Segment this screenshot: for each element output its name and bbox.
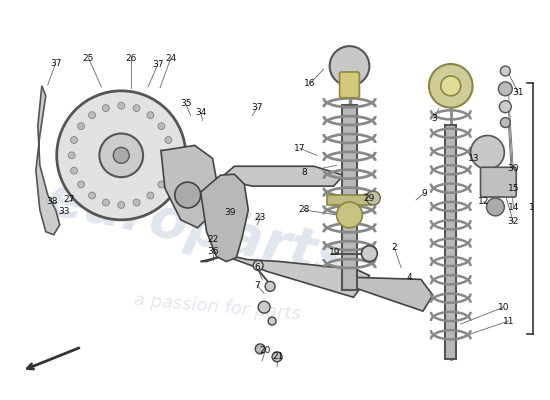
Circle shape	[265, 281, 275, 291]
Circle shape	[255, 344, 265, 354]
Circle shape	[165, 136, 172, 144]
Circle shape	[500, 118, 510, 128]
Polygon shape	[221, 166, 344, 186]
Circle shape	[268, 317, 276, 325]
Text: 35: 35	[180, 99, 191, 108]
Text: 6: 6	[254, 263, 260, 272]
Circle shape	[167, 152, 174, 159]
Text: 29: 29	[364, 194, 375, 202]
Text: 24: 24	[165, 54, 177, 62]
Polygon shape	[354, 278, 433, 311]
Text: europärts: europärts	[42, 172, 353, 288]
FancyBboxPatch shape	[481, 167, 516, 197]
Circle shape	[253, 260, 263, 270]
Text: 14: 14	[508, 204, 519, 212]
Text: 15: 15	[508, 184, 519, 192]
FancyBboxPatch shape	[339, 72, 360, 98]
Text: 2: 2	[392, 243, 397, 252]
Text: 37: 37	[251, 103, 263, 112]
Circle shape	[441, 76, 461, 96]
Circle shape	[102, 199, 109, 206]
Text: 11: 11	[503, 316, 514, 326]
Circle shape	[70, 167, 78, 174]
Circle shape	[258, 301, 270, 313]
Polygon shape	[161, 146, 217, 228]
Text: 12: 12	[478, 198, 489, 206]
Text: 3: 3	[431, 114, 437, 123]
Text: 7: 7	[254, 281, 260, 290]
Circle shape	[89, 112, 96, 119]
Polygon shape	[201, 254, 370, 297]
Circle shape	[272, 352, 282, 362]
Text: 26: 26	[125, 54, 137, 62]
FancyBboxPatch shape	[446, 125, 456, 359]
Polygon shape	[36, 86, 60, 235]
Circle shape	[89, 192, 96, 199]
Circle shape	[366, 191, 380, 205]
Circle shape	[113, 147, 129, 163]
Circle shape	[70, 136, 78, 144]
Circle shape	[498, 82, 512, 96]
Text: 36: 36	[207, 247, 218, 256]
Text: 4: 4	[406, 273, 412, 282]
Circle shape	[57, 91, 186, 220]
Text: 8: 8	[301, 168, 307, 177]
Text: 22: 22	[207, 235, 218, 244]
Circle shape	[78, 123, 85, 130]
Text: a passion for parts: a passion for parts	[133, 291, 302, 324]
Text: 31: 31	[513, 88, 524, 97]
Circle shape	[361, 246, 377, 262]
Circle shape	[100, 134, 143, 177]
Text: 39: 39	[224, 208, 236, 218]
Circle shape	[487, 198, 504, 216]
Text: 21: 21	[272, 352, 284, 361]
Circle shape	[118, 202, 125, 208]
Circle shape	[78, 181, 85, 188]
Text: 16: 16	[304, 79, 316, 88]
FancyBboxPatch shape	[327, 195, 372, 205]
FancyBboxPatch shape	[342, 106, 357, 290]
Text: 34: 34	[195, 108, 206, 117]
Text: 20: 20	[260, 346, 271, 355]
Circle shape	[118, 102, 125, 109]
Circle shape	[471, 136, 504, 169]
Circle shape	[500, 66, 510, 76]
Circle shape	[158, 123, 165, 130]
Text: 37: 37	[50, 58, 62, 68]
Circle shape	[147, 112, 154, 119]
Text: 1: 1	[529, 204, 535, 212]
Circle shape	[147, 192, 154, 199]
Circle shape	[158, 181, 165, 188]
Circle shape	[429, 64, 472, 108]
Text: 33: 33	[58, 208, 69, 216]
Text: 32: 32	[508, 217, 519, 226]
Circle shape	[133, 105, 140, 112]
Text: 28: 28	[298, 206, 310, 214]
Circle shape	[329, 46, 370, 86]
Text: 9: 9	[421, 188, 427, 198]
Text: 23: 23	[255, 213, 266, 222]
Text: 13: 13	[468, 154, 480, 163]
Text: 37: 37	[152, 60, 164, 68]
Circle shape	[133, 199, 140, 206]
Circle shape	[337, 202, 362, 228]
Circle shape	[102, 105, 109, 112]
Circle shape	[165, 167, 172, 174]
Text: 19: 19	[329, 248, 340, 257]
Text: 10: 10	[498, 303, 509, 312]
Circle shape	[175, 182, 201, 208]
Circle shape	[499, 101, 512, 113]
Text: 17: 17	[294, 144, 306, 153]
Text: 27: 27	[63, 196, 74, 204]
Circle shape	[68, 152, 75, 159]
Polygon shape	[201, 174, 248, 262]
Text: 30: 30	[508, 164, 519, 173]
Text: 25: 25	[83, 54, 94, 62]
Text: 38: 38	[46, 198, 58, 206]
